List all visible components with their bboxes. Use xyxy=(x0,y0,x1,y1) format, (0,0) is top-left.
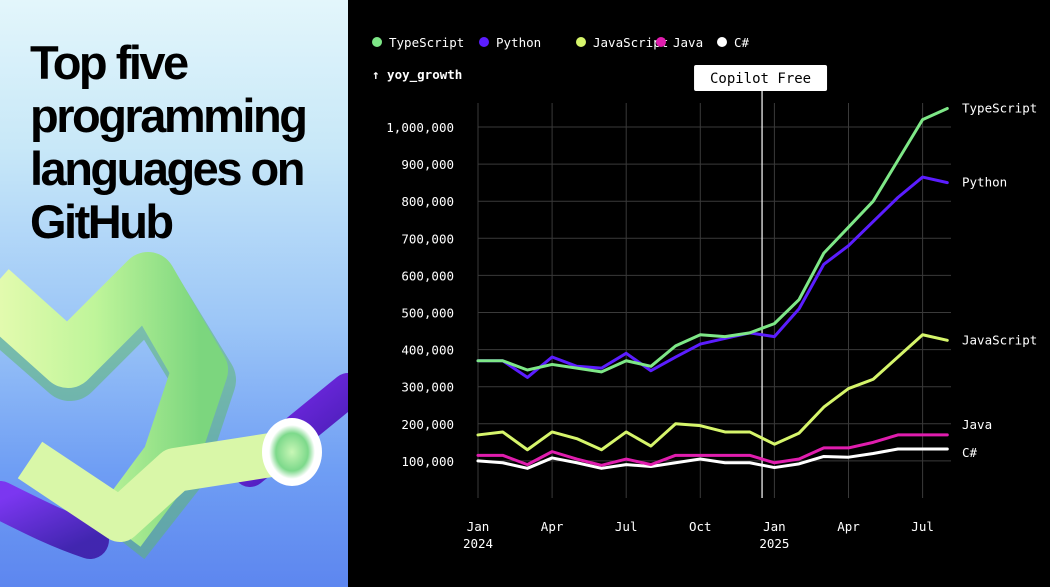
legend-marker xyxy=(656,37,666,47)
legend-marker xyxy=(576,37,586,47)
x-tick-label: Apr xyxy=(837,519,860,534)
ribbon-illustration xyxy=(0,252,348,560)
y-tick-label: 300,000 xyxy=(401,380,454,395)
y-tick-label: 200,000 xyxy=(401,417,454,432)
series-end-label: Python xyxy=(962,175,1007,190)
y-tick-label: 500,000 xyxy=(401,306,454,321)
legend-label: Java xyxy=(673,35,703,50)
series-line-python xyxy=(476,175,949,379)
legend-marker xyxy=(479,37,489,47)
x-tick-label: Jul xyxy=(615,519,638,534)
series-end-label: Java xyxy=(962,417,992,432)
series-line-javascript xyxy=(476,333,949,452)
x-tick-label: Jan xyxy=(763,519,786,534)
x-tick-label: Jul xyxy=(911,519,934,534)
y-tick-label: 700,000 xyxy=(401,231,454,246)
y-axis-label: ↑ yoy_growth xyxy=(372,67,462,83)
y-tick-label: 800,000 xyxy=(401,194,454,209)
y-tick-label: 400,000 xyxy=(401,343,454,358)
legend-label: C# xyxy=(734,35,750,50)
legend-label: Python xyxy=(496,35,541,50)
series-line-csharp xyxy=(476,447,949,470)
line-chart: 100,000 200,000 300,000 400,000 500,000 600,0… xyxy=(372,35,1037,551)
x-tick-label: Oct xyxy=(689,519,712,534)
x-tick-label-year: 2025 xyxy=(759,536,789,551)
y-tick-label: 600,000 xyxy=(401,268,454,283)
series-end-label: TypeScript xyxy=(962,100,1037,115)
series-end-label: JavaScript xyxy=(962,332,1037,347)
purple-ribbon-left xyxy=(0,481,109,559)
y-tick-label: 100,000 xyxy=(401,454,454,469)
legend-marker xyxy=(717,37,727,47)
x-tick-label: Jan xyxy=(467,519,490,534)
series-end-label: C# xyxy=(962,445,978,460)
tube-end-cap xyxy=(269,425,315,479)
y-tick-label: 900,000 xyxy=(401,157,454,172)
annotation-box xyxy=(694,65,828,91)
page-title: Top five programming languages on GitHub xyxy=(30,36,308,248)
green-ribbon-tail xyxy=(17,430,294,542)
x-tick-label-year: 2024 xyxy=(463,536,493,551)
annotation-label: Copilot Free xyxy=(710,71,811,87)
y-tick-label: 1,000,000 xyxy=(386,120,454,135)
x-tick-label: Apr xyxy=(541,519,564,534)
legend-marker xyxy=(372,37,382,47)
legend-label: JavaScript xyxy=(593,35,668,50)
series-line-java xyxy=(476,433,949,467)
title-panel: Top five programming languages on GitHub xyxy=(0,0,348,587)
chart-panel: 100,000 200,000 300,000 400,000 500,000 600,0… xyxy=(348,0,1050,587)
series-line-typescript xyxy=(476,106,949,374)
legend-label: TypeScript xyxy=(389,35,464,50)
